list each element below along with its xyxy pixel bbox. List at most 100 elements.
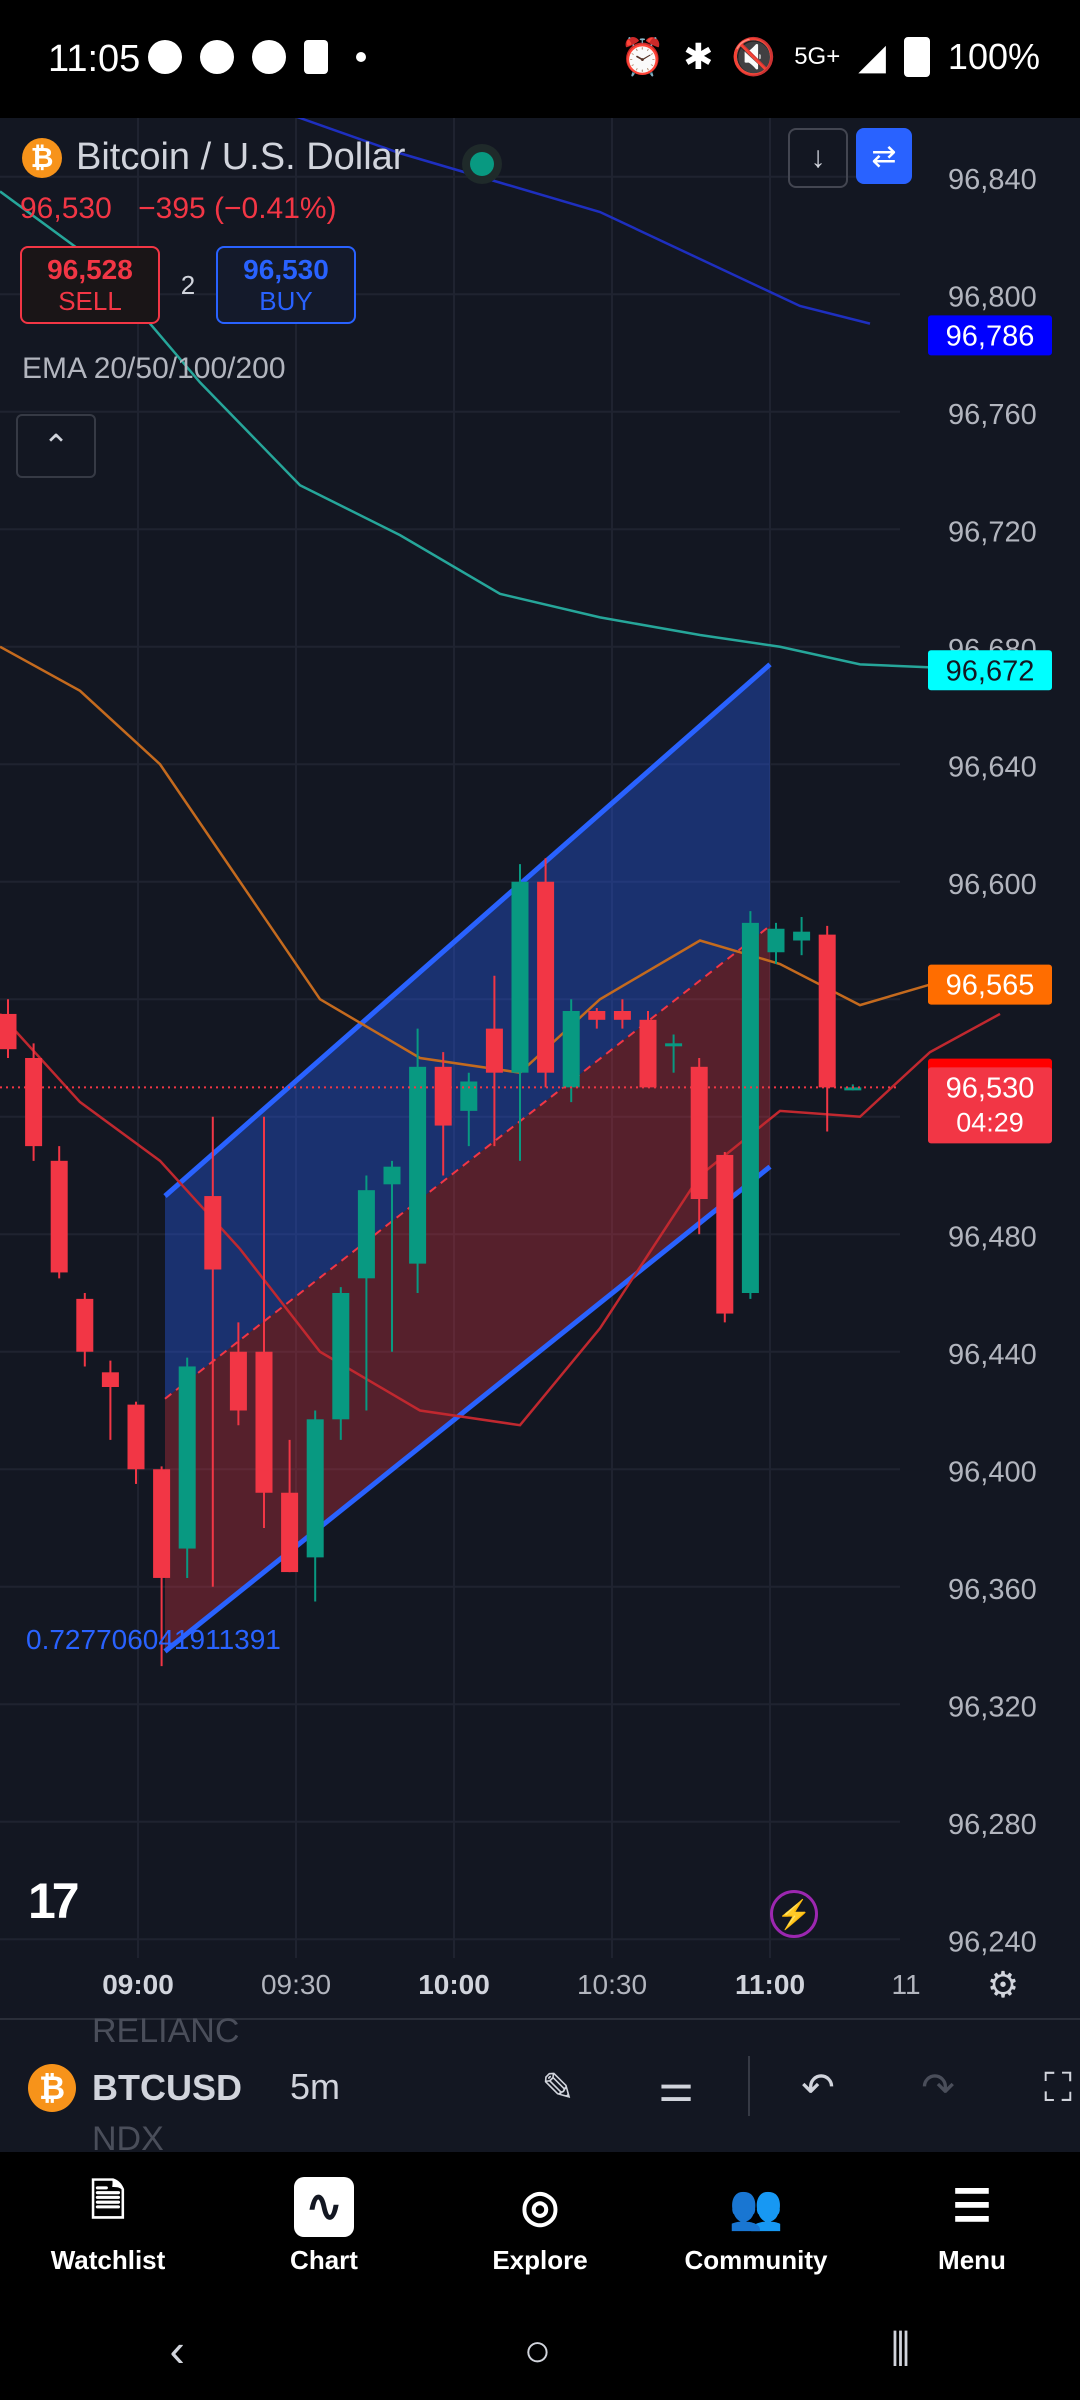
price-tick-label: 96,720 bbox=[948, 516, 1037, 548]
candle-body bbox=[434, 1066, 452, 1126]
nav-menu[interactable]: ☰ Menu bbox=[864, 2152, 1080, 2300]
candle-body bbox=[409, 1066, 427, 1264]
price-tick-label: 96,600 bbox=[948, 869, 1037, 901]
bitcoin-logo-icon: ₿ bbox=[22, 137, 62, 178]
candle-body bbox=[0, 1013, 17, 1050]
candle-body bbox=[562, 1011, 580, 1088]
more-dot-icon bbox=[356, 52, 366, 62]
ghost-symbol-below: NDX bbox=[92, 2120, 164, 2158]
chart-icon: ∿ bbox=[294, 2176, 354, 2237]
nav-chart[interactable]: ∿ Chart bbox=[216, 2152, 432, 2300]
channel-upper-line bbox=[163, 662, 772, 1198]
scroll-down-button[interactable]: ↓ bbox=[788, 128, 848, 188]
candle-body bbox=[357, 1190, 375, 1279]
fullscreen-icon[interactable]: ⛶ bbox=[1044, 2065, 1072, 2110]
price-tick-label: 96,480 bbox=[948, 1221, 1037, 1253]
home-icon[interactable]: ○ bbox=[523, 2324, 552, 2376]
candle-body bbox=[716, 1154, 734, 1314]
bitcoin-logo-icon: ₿ bbox=[28, 2064, 76, 2112]
nav-label: Chart bbox=[290, 2244, 358, 2275]
sell-button[interactable]: 96,528 SELL bbox=[20, 246, 160, 324]
candle-body bbox=[537, 881, 555, 1073]
chat-icon bbox=[148, 40, 182, 74]
candle-body bbox=[306, 1419, 324, 1558]
price-tag-ema-blue bbox=[928, 315, 1052, 356]
notification-icons bbox=[148, 40, 366, 74]
fib-ratio-label: 0.727706041911391 bbox=[26, 1624, 281, 1655]
drawing-pen-icon[interactable]: ✎ bbox=[541, 2066, 575, 2110]
buy-button[interactable]: 96,530 BUY bbox=[216, 246, 356, 324]
sell-price: 96,528 bbox=[47, 253, 133, 285]
candle-body bbox=[127, 1404, 145, 1470]
candle-body bbox=[178, 1366, 196, 1549]
nav-watchlist[interactable]: 🗎 Watchlist bbox=[0, 2152, 216, 2300]
channel-upper-fill bbox=[165, 664, 770, 1399]
nav-community[interactable]: 👥 Community bbox=[648, 2152, 864, 2300]
recents-icon[interactable]: ⦀ bbox=[890, 2323, 911, 2375]
price-tick-label: 96,400 bbox=[948, 1456, 1037, 1488]
symbol-header[interactable]: ₿ Bitcoin / U.S. Dollar bbox=[22, 136, 405, 179]
nav-label: Watchlist bbox=[50, 2244, 166, 2275]
chart-area[interactable]: 96,840 96,800 96,760 96,720 96,680 96,640 96,6… bbox=[0, 118, 1080, 2018]
watchlist-icon: 🗎 bbox=[90, 2177, 126, 2226]
menu-icon: ☰ bbox=[952, 2182, 992, 2231]
ema100-line bbox=[0, 190, 1001, 672]
candle-body bbox=[255, 1351, 273, 1493]
back-icon[interactable]: ‹ bbox=[169, 2324, 185, 2376]
candle-body bbox=[25, 1058, 43, 1147]
candle-body bbox=[639, 1019, 657, 1088]
indicator-legend[interactable]: EMA 20/50/100/200 bbox=[22, 352, 286, 385]
settings-gear-icon[interactable]: ⚙ bbox=[986, 1964, 1020, 2005]
time-tick-label: 11 bbox=[891, 1969, 920, 2000]
chart-toolbar: RELIANC NDX ₿ BTCUSD 5m ✎ ⚌ ↶ ↷ ⛶ bbox=[0, 2012, 1080, 2158]
price-change: −395 (−0.41%) bbox=[138, 192, 337, 225]
undo-icon[interactable]: ↶ bbox=[801, 2066, 835, 2110]
candle-body bbox=[460, 1081, 478, 1111]
price-tick-label: 96,360 bbox=[948, 1574, 1037, 1606]
symbol-selector[interactable]: ₿ BTCUSD bbox=[28, 2064, 242, 2112]
channel-mid-line bbox=[164, 925, 771, 1400]
nav-label: Explore bbox=[492, 2244, 588, 2275]
price-tag-text: 96,786 bbox=[946, 320, 1035, 352]
price-tick-label: 96,440 bbox=[948, 1339, 1037, 1371]
status-right: ⏰ ✱ 🔇 5G+ ◢ 100% bbox=[620, 36, 1040, 78]
market-status-icon[interactable] bbox=[462, 144, 502, 184]
time-tick-label: 10:00 bbox=[418, 1969, 490, 2000]
price-tick-label: 96,320 bbox=[948, 1691, 1037, 1723]
nav-explore[interactable]: ◎ Explore bbox=[432, 2152, 648, 2300]
bolt-icon[interactable]: ⚡ bbox=[770, 1890, 818, 1938]
redo-icon: ↷ bbox=[921, 2066, 955, 2110]
candle-body bbox=[741, 922, 759, 1293]
candle-body bbox=[204, 1196, 222, 1270]
indicators-sliders-icon[interactable]: ⚌ bbox=[658, 2066, 694, 2110]
time-tick-label: 09:00 bbox=[102, 1969, 174, 2000]
candle-body bbox=[844, 1087, 862, 1091]
price-tag-ema-orange bbox=[928, 964, 1052, 1005]
nav-label: Menu bbox=[938, 2244, 1006, 2275]
price-tag-text: 96,530 bbox=[946, 1072, 1035, 1104]
system-navigation: ‹ ○ ⦀ bbox=[0, 2300, 1080, 2400]
candle-body bbox=[76, 1298, 94, 1352]
candle-body bbox=[383, 1166, 401, 1185]
layout-toggle-button[interactable]: ⇄ bbox=[856, 128, 912, 184]
signal-icon: ◢ bbox=[858, 36, 886, 77]
candle-body bbox=[818, 934, 836, 1088]
price-tag-text: 96,565 bbox=[946, 970, 1035, 1002]
community-icon: 👥 bbox=[728, 2182, 784, 2232]
time-tick-label: 09:30 bbox=[261, 1969, 331, 2000]
candle-body bbox=[588, 1011, 606, 1020]
candle-body bbox=[613, 1011, 631, 1020]
symbol-ticker: BTCUSD bbox=[92, 2067, 242, 2108]
battery-icon bbox=[903, 37, 930, 77]
price-chart[interactable]: 96,84096,80096,76096,72096,68096,64096,6… bbox=[0, 118, 1080, 2018]
interval-selector[interactable]: 5m bbox=[290, 2066, 341, 2107]
price-line: 96,530 −395 (−0.41%) bbox=[20, 192, 355, 226]
battery-level: 100% bbox=[947, 36, 1040, 77]
status-time: 11:05 bbox=[48, 38, 141, 80]
collapse-legend-button[interactable]: ⌃ bbox=[16, 414, 96, 478]
mute-icon: 🔇 bbox=[731, 36, 777, 77]
network-label: 5G+ bbox=[794, 43, 841, 70]
candle-body bbox=[665, 1043, 683, 1047]
sell-buy-panel: 96,528 SELL 2 96,530 BUY bbox=[20, 246, 356, 324]
candle-body bbox=[511, 881, 529, 1073]
